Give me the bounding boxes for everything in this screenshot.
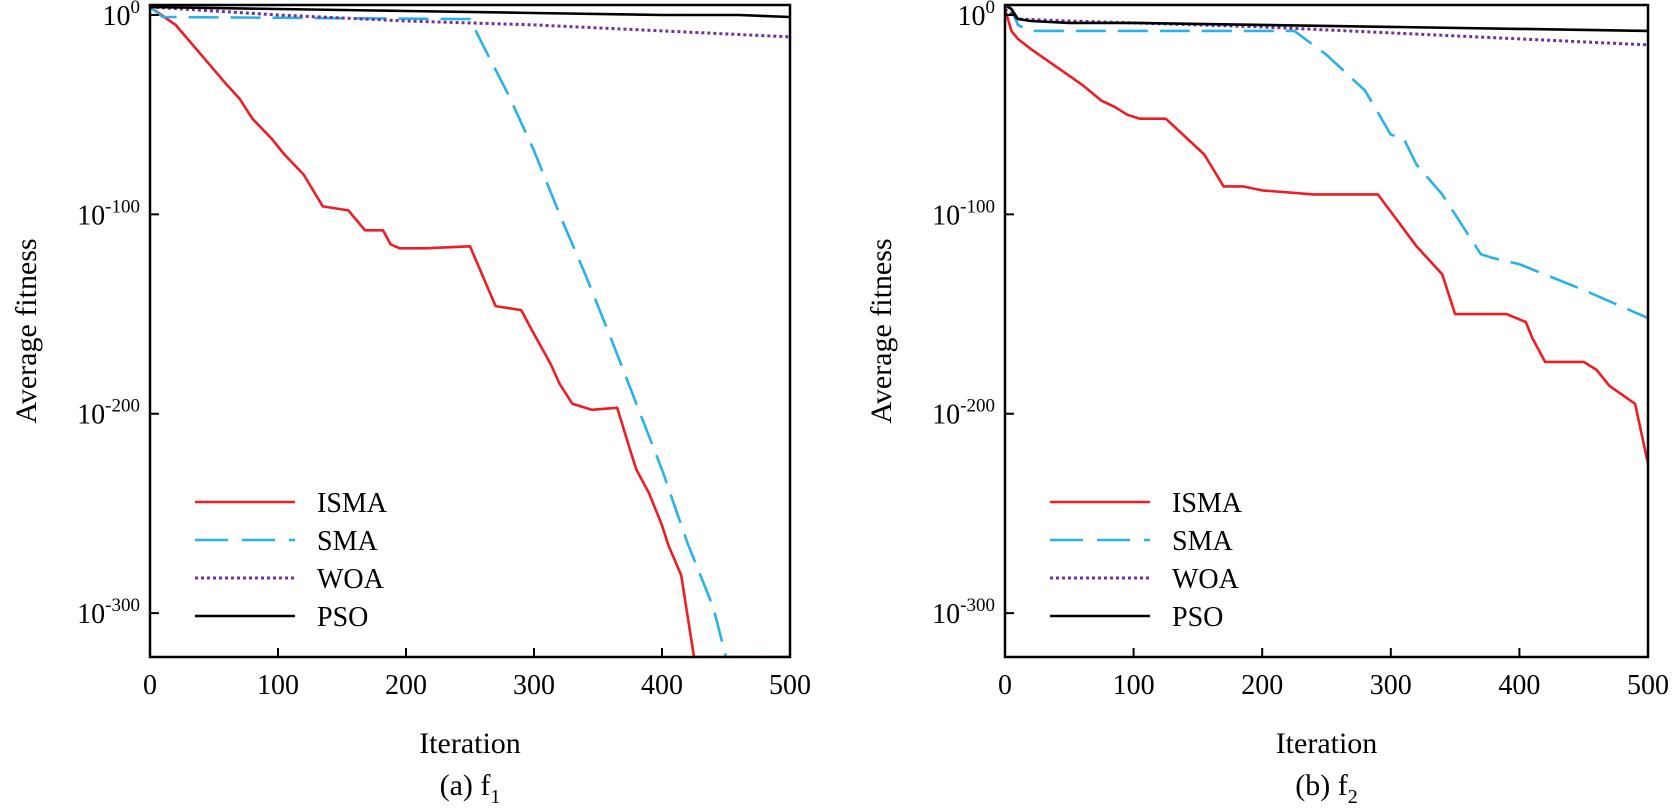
x-tick-label: 100 <box>1113 670 1155 701</box>
x-tick-label: 500 <box>1627 670 1669 701</box>
x-tick-label: 400 <box>641 670 683 701</box>
y-tick-label: 10-200 <box>77 396 140 431</box>
y-tick-label: 10-200 <box>932 396 995 431</box>
x-tick-label: 200 <box>1241 670 1283 701</box>
x-axis-title: Iteration <box>419 727 521 760</box>
legend: ISMA SMA WOA PSO <box>195 488 388 633</box>
series-lines <box>1005 5 1648 464</box>
x-tick-label: 500 <box>769 670 811 701</box>
panel-caption: (a) f1 <box>440 769 501 808</box>
x-axis-title: Iteration <box>1276 727 1378 760</box>
legend-label-woa: WOA <box>1172 564 1240 595</box>
legend-label-sma: SMA <box>317 526 378 557</box>
plot-frame <box>148 3 792 659</box>
y-tick-label: 100 <box>958 0 996 32</box>
panel-caption: (b) f2 <box>1295 769 1357 808</box>
chart-panel-2: 0 100 200 300 400 500 100 10-100 10-200 10-300 Ite… <box>865 0 1669 808</box>
x-tick-label: 200 <box>385 670 427 701</box>
series-line-sma <box>150 5 790 657</box>
legend-label-pso: PSO <box>1172 602 1223 633</box>
y-axis-title: Average fitness <box>10 238 43 423</box>
series-line-isma <box>150 5 790 657</box>
legend: ISMA SMA WOA PSO <box>1050 488 1243 633</box>
series-lines <box>150 5 790 657</box>
legend-label-woa: WOA <box>317 564 385 595</box>
y-tick-label: 10-300 <box>932 595 995 630</box>
series-line-pso <box>150 5 790 19</box>
series-line-sma <box>1005 5 1648 320</box>
series-line-isma <box>1005 8 1648 464</box>
x-tick-label: 0 <box>143 670 157 701</box>
x-tick-label: 300 <box>513 670 555 701</box>
chart-panel-1: 0 100 200 300 400 500 100 10-100 10-200 10-300 Ite… <box>10 0 811 808</box>
legend-label-isma: ISMA <box>317 488 388 519</box>
y-tick-label: 10-100 <box>932 196 995 231</box>
plot-frame <box>1003 3 1650 659</box>
series-line-pso <box>1005 5 1648 33</box>
y-tick-label: 100 <box>103 0 141 32</box>
x-tick-label: 300 <box>1370 670 1412 701</box>
x-tick-label: 100 <box>257 670 299 701</box>
y-tick-label: 10-100 <box>77 196 140 231</box>
legend-label-pso: PSO <box>317 602 368 633</box>
y-tick-label: 10-300 <box>77 595 140 630</box>
legend-label-isma: ISMA <box>1172 488 1243 519</box>
y-axis-title: Average fitness <box>865 238 898 423</box>
x-tick-label: 400 <box>1498 670 1540 701</box>
legend-label-sma: SMA <box>1172 526 1233 557</box>
series-line-woa <box>150 5 790 39</box>
x-tick-label: 0 <box>998 670 1012 701</box>
